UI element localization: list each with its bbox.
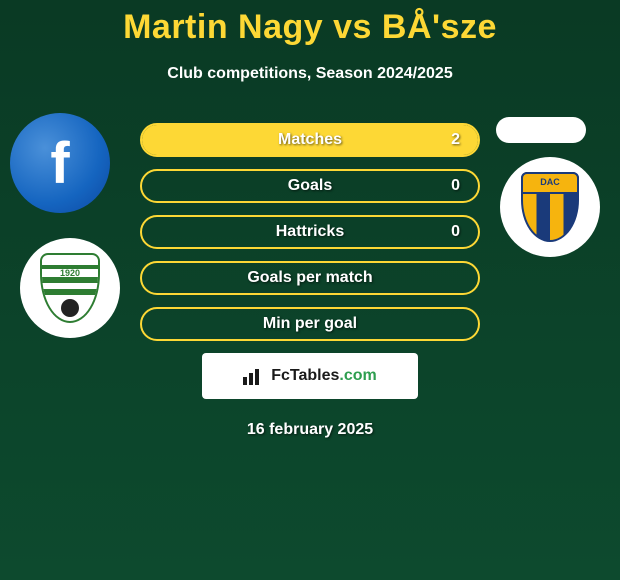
stat-label: Goals	[288, 177, 332, 195]
stat-label: Goals per match	[247, 269, 372, 287]
stat-row-goals: Goals 0	[140, 169, 480, 203]
club-right-badge	[500, 157, 600, 257]
club-left-badge: 1920	[20, 238, 120, 338]
shield-icon: 1920	[40, 253, 100, 323]
shield-icon	[521, 172, 579, 242]
page-subtitle: Club competitions, Season 2024/2025	[0, 65, 620, 83]
brand-watermark: FcTables.com	[202, 353, 418, 399]
bar-chart-icon	[243, 367, 265, 385]
stats-bars: Matches 2 Goals 0 Hattricks 0 Goals per …	[140, 123, 480, 341]
brand-domain: .com	[339, 367, 376, 384]
stat-value: 0	[451, 223, 460, 241]
brand-text: FcTables.com	[271, 367, 377, 385]
stat-label: Hattricks	[276, 223, 344, 241]
stat-label: Matches	[278, 131, 342, 149]
stat-row-matches: Matches 2	[140, 123, 480, 157]
player-right-avatar	[496, 117, 586, 143]
stat-row-goals-per-match: Goals per match	[140, 261, 480, 295]
stat-label: Min per goal	[263, 315, 357, 333]
player-left-avatar	[10, 113, 110, 213]
stat-value: 2	[451, 131, 460, 149]
snapshot-date: 16 february 2025	[0, 421, 620, 439]
stat-row-hattricks: Hattricks 0	[140, 215, 480, 249]
brand-name: FcTables	[271, 367, 339, 384]
comparison-panel: 1920 Matches 2 Goals 0 Hattricks 0 Goals…	[0, 123, 620, 439]
stat-row-min-per-goal: Min per goal	[140, 307, 480, 341]
page-title: Martin Nagy vs BÅ'sze	[0, 0, 620, 47]
stat-value: 0	[451, 177, 460, 195]
club-left-year: 1920	[42, 269, 98, 277]
